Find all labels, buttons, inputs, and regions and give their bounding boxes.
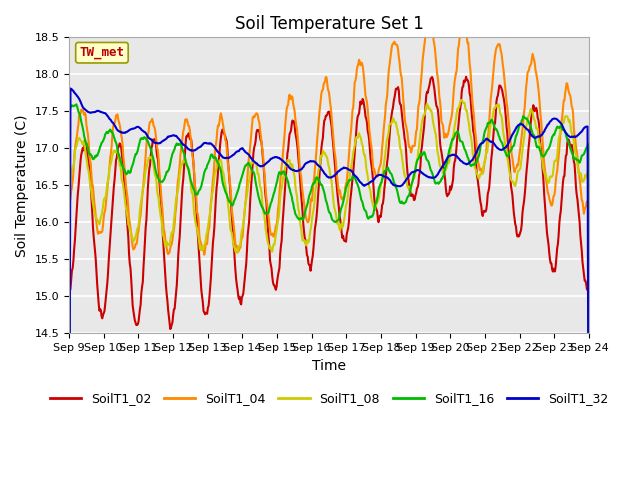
SoilT1_02 [462, 74, 470, 80]
SoilT1_32 [393, 183, 401, 189]
Legend: SoilT1_02, SoilT1_04, SoilT1_08, SoilT1_16, SoilT1_32: SoilT1_02, SoilT1_04, SoilT1_08, SoilT1_… [45, 387, 613, 410]
SoilT1_02 [585, 282, 593, 288]
SoilT1_08 [128, 233, 136, 239]
SoilT1_04 [459, 17, 467, 23]
SoilT1_32 [67, 85, 74, 91]
SoilT1_02 [407, 193, 415, 199]
SoilT1_32 [408, 169, 415, 175]
SoilT1_08 [392, 120, 400, 125]
SoilT1_08 [75, 136, 83, 142]
SoilT1_04 [75, 121, 83, 127]
SoilT1_04 [585, 188, 593, 193]
SoilT1_04 [407, 150, 415, 156]
X-axis label: Time: Time [312, 359, 346, 372]
SoilT1_16 [182, 157, 189, 163]
Line: SoilT1_08: SoilT1_08 [69, 100, 589, 480]
Title: Soil Temperature Set 1: Soil Temperature Set 1 [235, 15, 424, 33]
SoilT1_08 [407, 185, 415, 191]
SoilT1_02 [209, 252, 216, 258]
SoilT1_32 [182, 143, 189, 149]
SoilT1_04 [181, 120, 189, 126]
Text: TW_met: TW_met [79, 46, 124, 59]
SoilT1_16 [72, 101, 80, 107]
SoilT1_16 [393, 186, 401, 192]
Y-axis label: Soil Temperature (C): Soil Temperature (C) [15, 114, 29, 257]
SoilT1_08 [585, 165, 593, 170]
SoilT1_08 [209, 191, 216, 197]
SoilT1_16 [129, 162, 136, 168]
SoilT1_08 [181, 156, 189, 162]
Line: SoilT1_02: SoilT1_02 [69, 77, 589, 480]
SoilT1_32 [76, 96, 83, 102]
SoilT1_02 [128, 290, 136, 296]
SoilT1_16 [76, 110, 83, 116]
SoilT1_16 [408, 181, 415, 187]
Line: SoilT1_04: SoilT1_04 [69, 20, 589, 480]
SoilT1_02 [75, 185, 83, 191]
SoilT1_04 [128, 237, 136, 242]
SoilT1_32 [209, 143, 217, 148]
SoilT1_04 [392, 41, 400, 47]
SoilT1_08 [457, 97, 465, 103]
SoilT1_02 [181, 155, 189, 160]
SoilT1_16 [209, 154, 217, 160]
Line: SoilT1_16: SoilT1_16 [69, 104, 589, 480]
SoilT1_32 [129, 126, 136, 132]
SoilT1_02 [392, 86, 400, 92]
SoilT1_04 [209, 185, 216, 191]
Line: SoilT1_32: SoilT1_32 [69, 88, 589, 480]
